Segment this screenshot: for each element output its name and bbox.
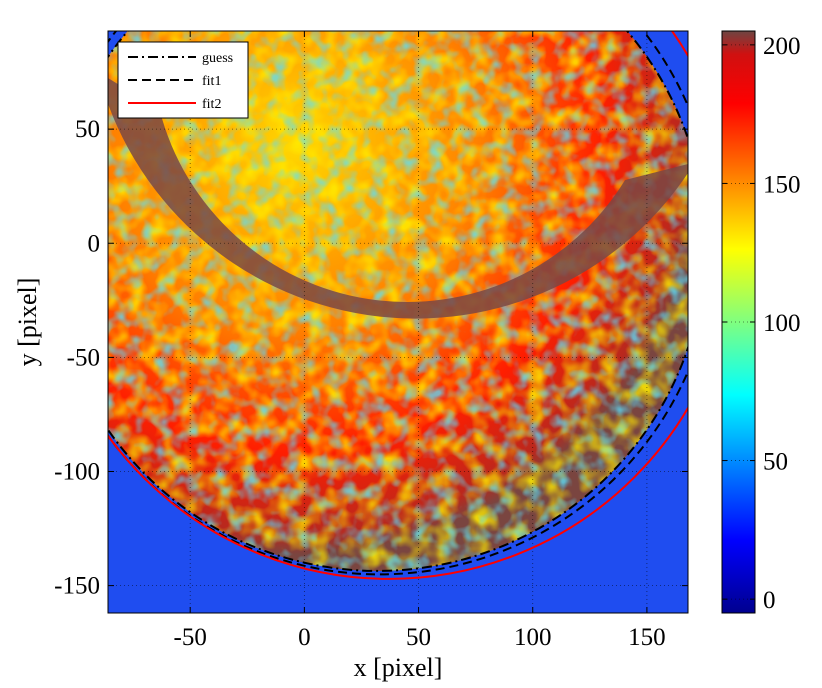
- x-axis-label: x [pixel]: [354, 653, 443, 682]
- legend-fit2-label: fit2: [202, 97, 221, 112]
- legend-box: [117, 41, 249, 119]
- colorbar-tick-label: 150: [763, 171, 801, 198]
- y-tick-label: -150: [54, 573, 100, 600]
- legend: guess fit1 fit2: [117, 41, 249, 119]
- y-axis-label: y [pixel]: [13, 278, 42, 367]
- colorbar-tick-label: 50: [763, 449, 788, 476]
- x-tick-label: 100: [514, 624, 552, 651]
- legend-guess-label: guess: [202, 51, 233, 66]
- y-tick-label: -50: [67, 344, 100, 371]
- colorbar-tick-label: 0: [763, 587, 776, 614]
- x-tick-label: 0: [298, 624, 311, 651]
- heatmap-speckle-cyan: [108, 31, 688, 571]
- legend-fit1-label: fit1: [202, 74, 221, 89]
- plot-frame: [107, 30, 689, 614]
- heatmap-image: [108, 31, 688, 613]
- y-tick-label: -100: [54, 458, 100, 485]
- y-tick-label: 0: [88, 230, 101, 257]
- heatmap-saturated-band: [108, 78, 688, 319]
- series-guess-circle: [108, 31, 688, 572]
- grid-lines: [108, 31, 688, 613]
- fit-curves: [108, 31, 688, 580]
- colorbar-ticks: 0 50 100 150 200: [722, 33, 801, 614]
- axis-ticks: -50 0 50 100 150 -150 -100 -50 0 50: [54, 31, 688, 651]
- colorbar: 0 50 100 150 200: [721, 30, 801, 614]
- x-tick-label: -50: [174, 624, 207, 651]
- y-tick-label: 50: [75, 116, 100, 143]
- series-fit2-circle: [108, 31, 688, 580]
- x-tick-label: 150: [628, 624, 666, 651]
- colorbar-tick-label: 200: [763, 33, 801, 60]
- x-tick-label: 50: [406, 624, 431, 651]
- colorbar-tick-label: 100: [763, 310, 801, 337]
